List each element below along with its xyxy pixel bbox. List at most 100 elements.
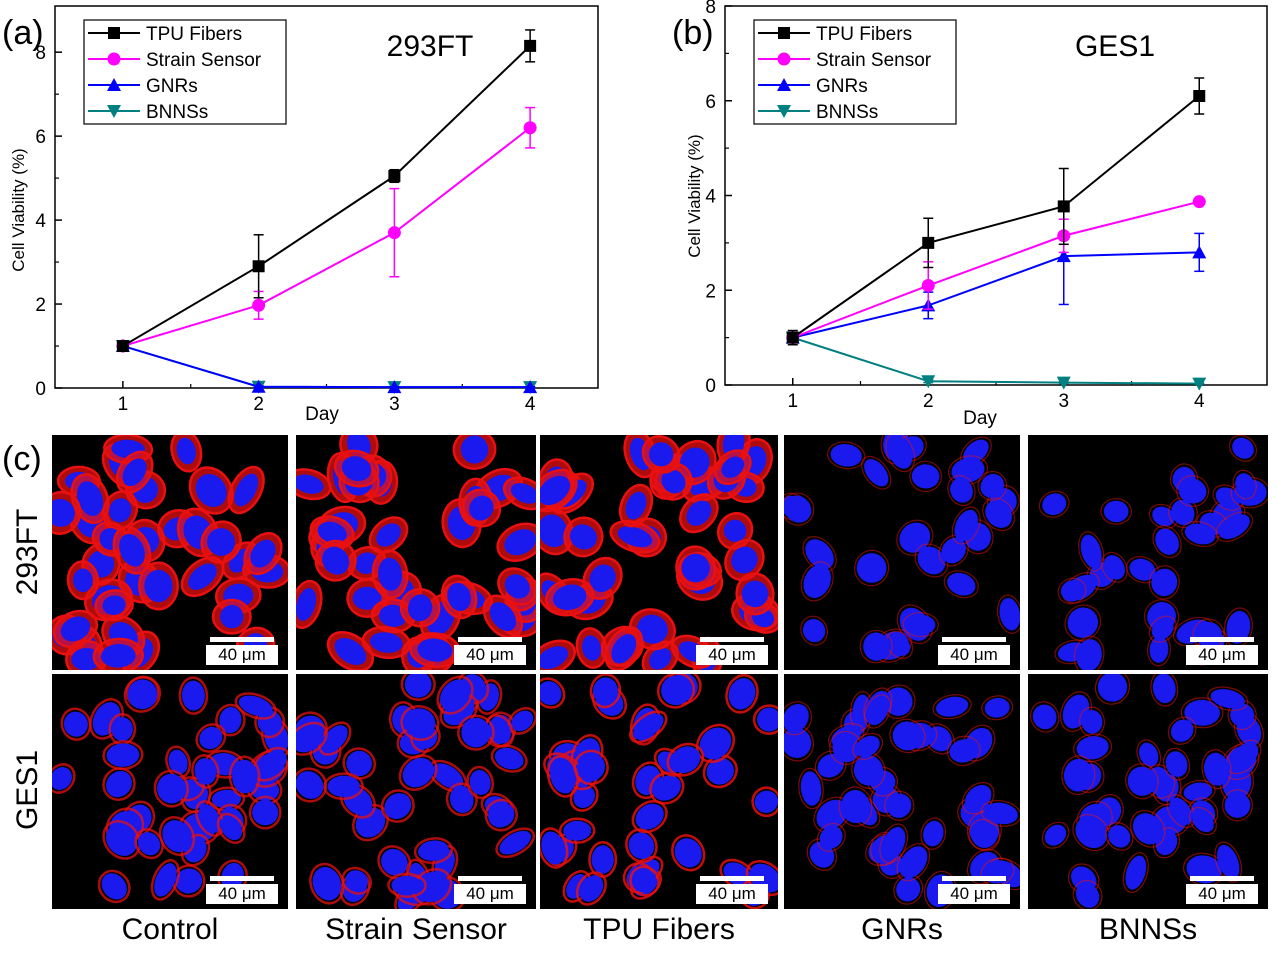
cell bbox=[496, 522, 536, 562]
cell bbox=[1176, 475, 1210, 508]
cell bbox=[1038, 490, 1070, 518]
legend-label: TPU Fibers bbox=[816, 24, 912, 45]
cell bbox=[178, 676, 209, 715]
scale-bar: 40 μm bbox=[696, 633, 768, 667]
cell bbox=[326, 631, 374, 670]
col-label-strain-sensor: Strain Sensor bbox=[325, 913, 507, 946]
y-tick-label: 2 bbox=[705, 281, 716, 302]
cell bbox=[909, 460, 942, 493]
scale-bar-label: 40 μm bbox=[938, 884, 1010, 904]
cell bbox=[889, 718, 926, 754]
cell bbox=[52, 490, 82, 535]
cell bbox=[863, 694, 892, 729]
cell bbox=[1222, 789, 1253, 822]
cell bbox=[1227, 699, 1257, 731]
cell bbox=[296, 767, 328, 803]
scale-bar-line bbox=[942, 876, 1006, 881]
data-point-triangle-up bbox=[1056, 249, 1071, 263]
cell bbox=[641, 435, 681, 474]
chart-title: 293FT bbox=[387, 30, 474, 63]
cell bbox=[879, 823, 909, 864]
cell bbox=[102, 820, 141, 860]
micrograph-ges1-strain-sensor: 40 μm bbox=[296, 674, 536, 909]
cell bbox=[1057, 577, 1087, 605]
cell bbox=[563, 516, 604, 558]
legend-marker bbox=[777, 105, 791, 118]
cell bbox=[838, 786, 873, 827]
cell bbox=[679, 493, 719, 534]
cell bbox=[60, 707, 92, 741]
cell bbox=[461, 488, 502, 528]
cell bbox=[725, 674, 759, 714]
cell bbox=[409, 632, 461, 669]
panel-label-b: (b) bbox=[672, 14, 714, 52]
scale-bar-label: 40 μm bbox=[696, 645, 768, 665]
cell bbox=[1072, 879, 1103, 909]
cell bbox=[920, 817, 947, 850]
cell bbox=[170, 435, 203, 473]
cell bbox=[1148, 615, 1177, 643]
cell bbox=[854, 549, 890, 587]
cell bbox=[399, 588, 441, 628]
cell bbox=[649, 771, 685, 805]
cell bbox=[947, 474, 976, 507]
cell bbox=[946, 735, 981, 767]
cell bbox=[1215, 511, 1254, 542]
scale-bar-label: 40 μm bbox=[206, 884, 278, 904]
cell bbox=[798, 767, 824, 810]
cell bbox=[440, 574, 478, 620]
cell bbox=[540, 468, 578, 513]
cell bbox=[1228, 435, 1258, 462]
cell bbox=[943, 570, 979, 599]
cell bbox=[902, 612, 939, 638]
cell bbox=[947, 455, 989, 486]
cell bbox=[1214, 841, 1243, 883]
row-label-293ft: 293FT bbox=[11, 508, 44, 596]
scale-bar: 40 μm bbox=[938, 872, 1010, 906]
x-tick-label: 2 bbox=[253, 394, 264, 415]
legend-label: Strain Sensor bbox=[146, 50, 262, 71]
x-tick-label: 2 bbox=[923, 391, 934, 412]
panel-label-c: (c) bbox=[2, 440, 42, 478]
micrograph-293ft-bnnss: 40 μm bbox=[1028, 435, 1268, 670]
cell bbox=[195, 800, 225, 837]
data-point-circle bbox=[523, 121, 537, 135]
cell bbox=[502, 476, 536, 511]
row-label-ges1: GES1 bbox=[11, 749, 44, 831]
micrograph-image bbox=[540, 435, 778, 670]
cell bbox=[413, 837, 453, 865]
legend-marker bbox=[778, 27, 790, 39]
cell bbox=[200, 520, 242, 564]
charts-svg: 0 2 4 6 8 1 2 3 4 Day Cell Viability (%) 293FT TPU F… bbox=[9, 0, 1268, 429]
cell bbox=[296, 579, 323, 629]
y-tick-label: 6 bbox=[705, 92, 716, 113]
cell bbox=[452, 435, 497, 470]
cell bbox=[115, 450, 154, 494]
legend-label: TPU Fibers bbox=[146, 24, 242, 45]
cell bbox=[802, 536, 837, 573]
x-tick-label: 1 bbox=[118, 394, 129, 415]
cell bbox=[1150, 674, 1179, 707]
cell bbox=[800, 615, 829, 646]
cell bbox=[1129, 809, 1166, 848]
legend-marker bbox=[777, 78, 791, 91]
series-strain-sensor bbox=[786, 195, 1206, 345]
cell bbox=[333, 449, 380, 488]
scale-bar-label: 40 μm bbox=[206, 645, 278, 665]
cell bbox=[575, 627, 608, 669]
cell bbox=[1201, 749, 1232, 790]
cell bbox=[981, 695, 1014, 721]
x-tick-label: 4 bbox=[1194, 391, 1205, 412]
cell bbox=[1101, 551, 1128, 583]
legend: TPU Fibers Strain Sensor GNRs BNNSs bbox=[753, 19, 957, 125]
series-tpu-fibers bbox=[786, 77, 1206, 346]
data-point-triangle-up bbox=[523, 380, 538, 394]
cell bbox=[398, 754, 438, 792]
cell bbox=[852, 732, 884, 760]
cell bbox=[211, 598, 252, 635]
cell bbox=[102, 740, 144, 771]
scale-bar: 40 μm bbox=[1186, 633, 1258, 667]
scale-bar-line bbox=[1190, 637, 1254, 642]
scale-bar: 40 μm bbox=[206, 633, 278, 667]
data-point-square bbox=[252, 260, 265, 273]
